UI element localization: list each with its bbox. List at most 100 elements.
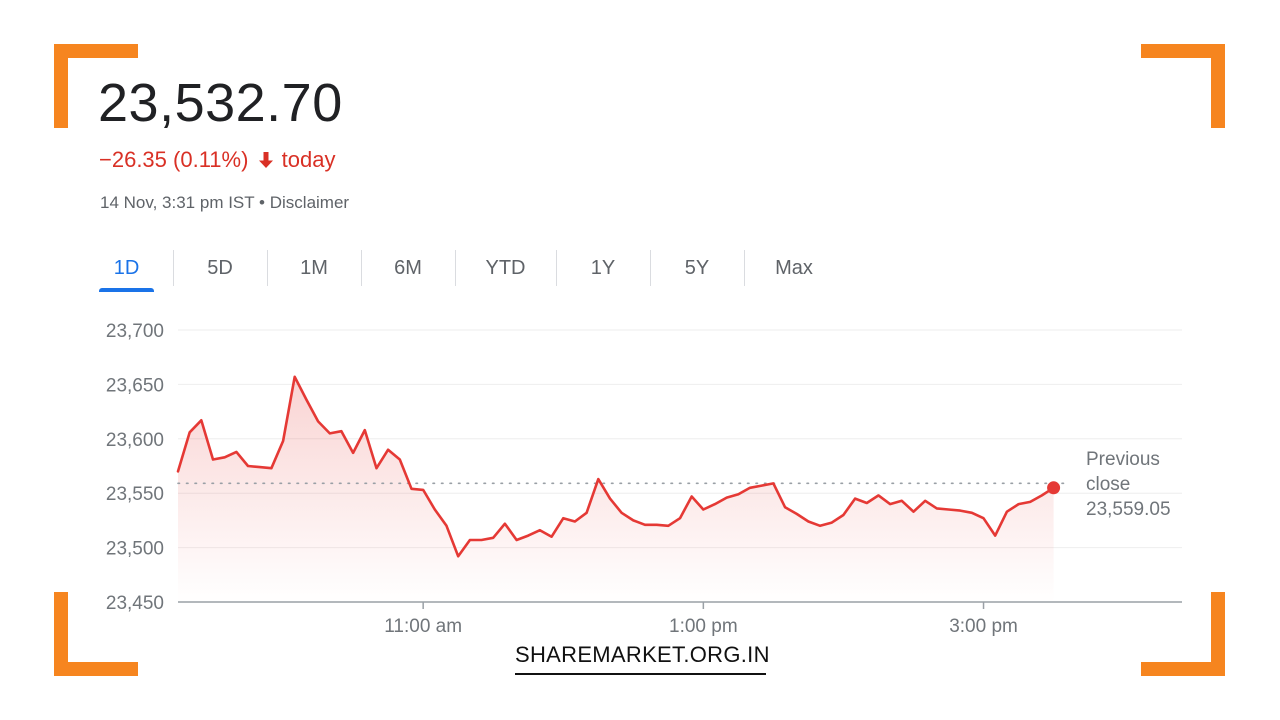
tab-ytd[interactable]: YTD [455, 246, 556, 292]
tab-1y[interactable]: 1Y [556, 246, 650, 292]
frame-corner-top-right [1141, 44, 1225, 128]
chart-axes: 23,450 23,500 23,550 23,600 23,650 23,700 11:0… [106, 321, 1182, 637]
data-point [854, 497, 856, 500]
data-point [387, 448, 389, 451]
data-point [352, 452, 354, 454]
data-point [679, 517, 681, 519]
data-point [550, 535, 553, 538]
data-point [901, 500, 903, 502]
data-point [504, 522, 506, 525]
data-point [399, 458, 401, 461]
data-point [912, 510, 915, 513]
data-point [866, 502, 868, 504]
data-point [819, 525, 821, 527]
data-point [994, 534, 996, 537]
data-point [1029, 501, 1031, 503]
data-point [795, 513, 798, 515]
tab-max[interactable]: Max [744, 246, 844, 292]
data-point [293, 376, 296, 378]
data-point [247, 465, 249, 467]
data-point [655, 524, 658, 526]
tab-6m[interactable]: 6M [361, 246, 455, 292]
data-point [877, 494, 880, 497]
frame-corner-bottom-left [54, 592, 138, 676]
last-price-marker [1047, 481, 1061, 495]
frame-corner-top-left [54, 44, 138, 128]
data-point [749, 487, 751, 489]
data-point [737, 493, 740, 496]
data-point [632, 519, 635, 522]
y-tick-label: 23,450 [106, 593, 164, 614]
data-point [235, 451, 238, 453]
data-point [480, 539, 483, 541]
data-point [924, 500, 926, 502]
tab-5d[interactable]: 5D [173, 246, 267, 292]
data-point [947, 508, 950, 511]
data-point [340, 430, 343, 433]
data-point [1017, 503, 1020, 505]
y-tick-label: 23,650 [106, 375, 164, 396]
data-point [772, 482, 775, 485]
data-point [889, 503, 891, 505]
data-point [1041, 494, 1043, 497]
price-change-value: −26.35 (0.11%) [99, 147, 249, 172]
x-tick-label: 3:00 pm [949, 616, 1018, 637]
data-point [469, 539, 471, 541]
tab-1m[interactable]: 1M [267, 246, 361, 292]
previous-close-value: 23,559.05 [1086, 499, 1171, 520]
range-tabs: 1D 5D 1M 6M YTD 1Y 5Y Max [80, 246, 844, 292]
data-point [492, 537, 495, 539]
data-point [725, 496, 728, 499]
data-point [410, 488, 413, 490]
quote-timestamp[interactable]: 14 Nov, 3:31 pm IST • Disclaimer [100, 193, 350, 212]
y-tick-label: 23,600 [106, 430, 164, 451]
data-point [177, 470, 179, 473]
data-point [364, 429, 366, 431]
data-point [375, 467, 378, 470]
series-line [176, 375, 1055, 558]
watermark-text: SHAREMARKET.ORG.IN [515, 640, 769, 675]
chart-area [178, 376, 1054, 602]
price-change: −26.35 (0.11%) today [99, 145, 336, 177]
y-tick-label: 23,700 [106, 321, 164, 342]
tab-1d[interactable]: 1D [80, 246, 173, 292]
data-point [434, 508, 436, 511]
data-point [445, 525, 448, 527]
y-tick-label: 23,550 [106, 484, 164, 505]
data-point [1006, 510, 1008, 513]
previous-close-group: Previous close 23,559.05 [177, 449, 1171, 520]
data-point [982, 517, 985, 519]
data-point [702, 508, 705, 511]
data-point [667, 525, 670, 527]
data-point [971, 512, 973, 514]
data-point [690, 495, 693, 498]
data-point [515, 539, 518, 541]
data-point [188, 431, 191, 434]
area-fill [178, 376, 1054, 602]
data-point [620, 512, 623, 514]
data-point [305, 398, 308, 401]
data-point [842, 514, 845, 516]
price-change-suffix: today [281, 147, 336, 172]
data-point [760, 484, 763, 487]
data-point [258, 466, 261, 468]
data-point [597, 478, 600, 480]
data-point [831, 521, 833, 524]
data-point [585, 512, 588, 514]
data-point [317, 420, 319, 423]
data-point [539, 529, 541, 531]
data-point [562, 517, 565, 519]
data-point [714, 503, 716, 505]
frame-corner-bottom-right [1141, 592, 1225, 676]
previous-close-label-line2: close [1086, 474, 1130, 495]
data-point [609, 497, 611, 500]
tab-5y[interactable]: 5Y [650, 246, 744, 292]
data-point [527, 534, 529, 537]
data-point [282, 440, 284, 442]
data-point [422, 489, 425, 491]
data-point [644, 524, 646, 526]
data-point [784, 506, 786, 509]
data-point [212, 458, 214, 461]
arrow-down-icon [258, 147, 274, 177]
